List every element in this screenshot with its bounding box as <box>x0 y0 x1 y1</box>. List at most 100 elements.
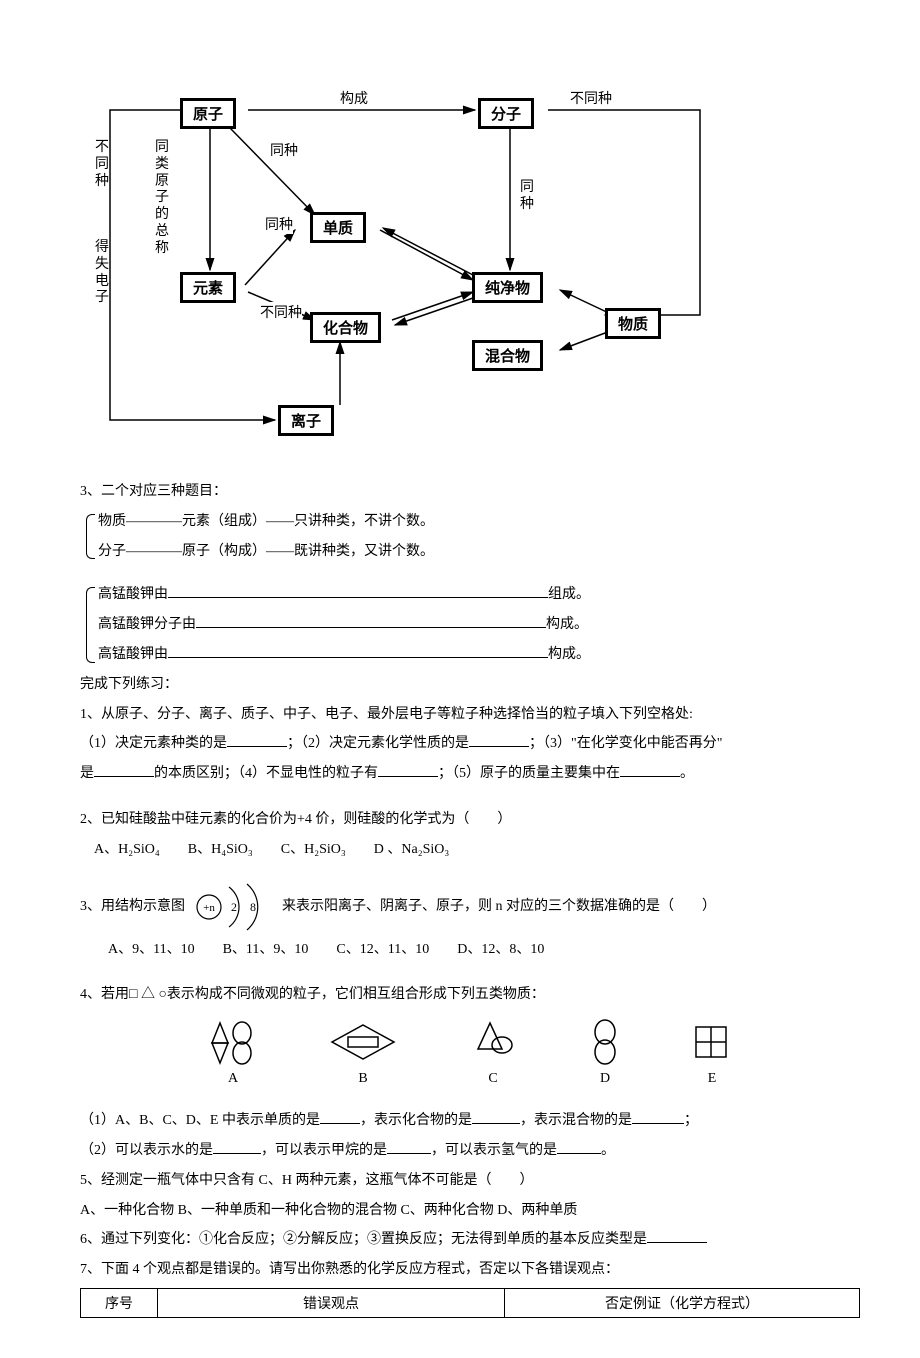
blank[interactable] <box>227 732 287 747</box>
q1-suf: 。 <box>680 766 694 781</box>
q4-2d: 。 <box>601 1143 615 1158</box>
blank[interactable] <box>196 613 546 628</box>
q6-pre: 6、通过下列变化：①化合反应；②分解反应；③置换反应；无法得到单质的基本反应类型… <box>80 1232 647 1247</box>
q6: 6、通过下列变化：①化合反应；②分解反应；③置换反应；无法得到单质的基本反应类型… <box>80 1228 860 1252</box>
q4-line1: （1）A、B、C、D、E 中表示单质的是 ，表示化合物的是 ，表示混合物的是 ； <box>80 1109 860 1133</box>
label-same1: 同种 <box>270 140 298 160</box>
s3-2b-suf: 构成。 <box>546 617 588 632</box>
q2-text: 2、已知硅酸盐中硅元素的化合价为+4 价，则硅酸的化学式为（ ） <box>80 808 860 832</box>
node-pure: 纯净物 <box>472 272 543 303</box>
q4-E: E <box>692 1019 732 1087</box>
bracket-group-2: 高锰酸钾由组成。 高锰酸钾分子由构成。 高锰酸钾由构成。 <box>80 583 860 666</box>
q4-text: 4、若用□ △ ○表示构成不同微观的粒子，它们相互组合形成下列五类物质： <box>80 983 860 1007</box>
q4-C-label: C <box>468 1071 518 1087</box>
q4-A-label: A <box>208 1071 258 1087</box>
node-molecule: 分子 <box>478 98 534 129</box>
q4-1d: ； <box>684 1113 698 1128</box>
blank[interactable] <box>647 1228 707 1243</box>
q7: 7、下面 4 个观点都是错误的。请写出你熟悉的化学反应方程式，否定以下各错误观点… <box>80 1258 860 1282</box>
q3-opts: A、9、11、10 B、11、9、10 C、12、11、10 D、12、8、10 <box>80 938 860 962</box>
label-same3: 同种 <box>520 180 534 214</box>
s3-line2b: 高锰酸钾分子由构成。 <box>98 613 860 637</box>
q4-1c: ，表示混合物的是 <box>520 1113 632 1128</box>
s3-2c-pre: 高锰酸钾由 <box>98 647 168 662</box>
q3-line: 3、用结构示意图 +n 2 8 来表示阳离子、阴离子、原子，则 n 对应的三个数… <box>80 882 860 932</box>
th-wrong: 错误观点 <box>158 1288 505 1317</box>
q4-2b: ，可以表示甲烷的是 <box>261 1143 387 1158</box>
label-diff1: 不同种 <box>570 88 612 108</box>
blank[interactable] <box>320 1109 360 1124</box>
label-vert-diff: 不同种 <box>95 140 109 190</box>
q4-2a: （2）可以表示水的是 <box>80 1143 213 1158</box>
svg-text:+n: +n <box>203 902 215 914</box>
q4-D-label: D <box>588 1071 622 1087</box>
blank[interactable] <box>472 1109 520 1124</box>
practice-heading: 完成下列练习： <box>80 673 860 697</box>
q4-B: B <box>328 1019 398 1087</box>
blank[interactable] <box>557 1139 601 1154</box>
q4-D: D <box>588 1019 622 1087</box>
node-simple: 单质 <box>310 212 366 243</box>
q3-pre: 3、用结构示意图 <box>80 899 185 914</box>
q5: 5、经测定一瓶气体中只含有 C、H 两种元素，这瓶气体不可能是（ ） <box>80 1169 860 1193</box>
q1-p3: ；（3）"在化学变化中能否再分" <box>529 736 722 751</box>
q1-body2: 是 的本质区别；（4）不显电性的粒子有 ；（5）原子的质量主要集中在 。 <box>80 762 860 786</box>
q1-p1: （1）决定元素种类的是 <box>80 736 227 751</box>
q7-table: 序号 错误观点 否定例证（化学方程式） <box>80 1288 860 1318</box>
table-row: 序号 错误观点 否定例证（化学方程式） <box>81 1288 860 1317</box>
label-compose: 构成 <box>340 88 368 108</box>
q4-1b: ，表示化合物的是 <box>360 1113 472 1128</box>
blank[interactable] <box>213 1139 261 1154</box>
q5-opts: A、一种化合物 B、一种单质和一种化合物的混合物 C、两种化合物 D、两种单质 <box>80 1199 860 1223</box>
s3-2c-suf: 构成。 <box>548 647 590 662</box>
s3-line1b: 分子————原子（构成）——既讲种类，又讲个数。 <box>98 540 860 564</box>
structure-diagram-icon: +n 2 8 <box>189 882 279 932</box>
q1-p3b-suf: 的本质区别；（4）不显电性的粒子有 <box>154 766 378 781</box>
s3-line2a: 高锰酸钾由 组成。 <box>98 583 860 607</box>
blank[interactable] <box>168 583 548 598</box>
concept-diagram: 原子 分子 元素 单质 化合物 纯净物 物质 混合物 离子 构成 不同种 同种 … <box>80 80 860 460</box>
bracket-group-1: 物质————元素（组成）——只讲种类，不讲个数。 分子————原子（构成）——既… <box>80 510 860 564</box>
blank[interactable] <box>168 643 548 658</box>
q4-figures: A B C D <box>80 1019 860 1087</box>
node-ion: 离子 <box>278 405 334 436</box>
blank[interactable] <box>94 762 154 777</box>
q1-p3b-pre: 是 <box>80 766 94 781</box>
s3-line2c: 高锰酸钾由 构成。 <box>98 643 860 667</box>
q1-intro: 1、从原子、分子、离子、质子、中子、电子、最外层电子等粒子种选择恰当的粒子填入下… <box>80 703 860 727</box>
th-proof: 否定例证（化学方程式） <box>505 1288 860 1317</box>
q4-B-label: B <box>328 1071 398 1087</box>
s3-2a-suf: 组成。 <box>548 587 590 602</box>
s3-line1a: 物质————元素（组成）——只讲种类，不讲个数。 <box>98 510 860 534</box>
blank[interactable] <box>620 762 680 777</box>
q1-body: （1）决定元素种类的是 ；（2）决定元素化学性质的是 ；（3）"在化学变化中能否再分… <box>80 732 860 756</box>
q3-mid: 来表示阳离子、阴离子、原子，则 n 对应的三个数据准确的是（ ） <box>282 899 716 914</box>
q1-p5: ；（5）原子的质量主要集中在 <box>438 766 620 781</box>
section3-heading: 3、二个对应三种题目： <box>80 480 860 504</box>
q4-2c: ，可以表示氢气的是 <box>431 1143 557 1158</box>
q1-p2: ；（2）决定元素化学性质的是 <box>287 736 469 751</box>
node-element: 元素 <box>180 272 236 303</box>
q4-1a: （1）A、B、C、D、E 中表示单质的是 <box>80 1113 320 1128</box>
svg-text:8: 8 <box>250 900 256 914</box>
label-element-def: 同类原子的总称 <box>155 140 169 258</box>
blank[interactable] <box>469 732 529 747</box>
s3-2a-pre: 高锰酸钾由 <box>98 587 168 602</box>
node-compound: 化合物 <box>310 312 381 343</box>
diagram-arrows <box>80 80 860 460</box>
q4-line2: （2）可以表示水的是 ，可以表示甲烷的是 ，可以表示氢气的是 。 <box>80 1139 860 1163</box>
svg-text:2: 2 <box>231 900 237 914</box>
label-diff2: 不同种 <box>260 302 302 322</box>
q4-A: A <box>208 1019 258 1087</box>
node-substance: 物质 <box>605 308 661 339</box>
blank[interactable] <box>378 762 438 777</box>
th-seq: 序号 <box>81 1288 158 1317</box>
blank[interactable] <box>387 1139 431 1154</box>
label-vert-lose: 得失电子 <box>95 240 109 307</box>
q4-C: C <box>468 1019 518 1087</box>
blank[interactable] <box>632 1109 684 1124</box>
node-atom: 原子 <box>180 98 236 129</box>
q4-E-label: E <box>692 1071 732 1087</box>
label-same2: 同种 <box>265 214 293 234</box>
node-mixture: 混合物 <box>472 340 543 371</box>
